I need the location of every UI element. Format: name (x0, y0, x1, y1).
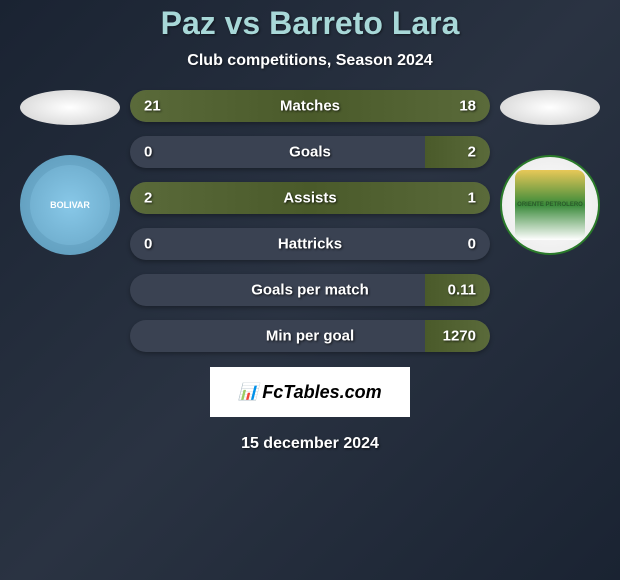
stat-label: Matches (280, 98, 340, 115)
stat-bar: 0 Hattricks 0 (130, 228, 490, 260)
stat-value-right: 2 (468, 144, 476, 161)
left-column: BOLIVAR (20, 90, 120, 255)
footer-date: 15 december 2024 (241, 435, 379, 453)
stat-label: Min per goal (266, 328, 354, 345)
stat-value-left: 21 (144, 98, 161, 115)
footer-brand-text: FcTables.com (262, 382, 381, 403)
stat-value-left: 0 (144, 144, 152, 161)
stat-value-right: 1270 (443, 328, 476, 345)
stat-bar: 2 Assists 1 (130, 182, 490, 214)
stat-bar: Min per goal 1270 (130, 320, 490, 352)
stat-label: Hattricks (278, 236, 342, 253)
stat-value-right: 1 (468, 190, 476, 207)
infographic-container: Paz vs Barreto Lara Club competitions, S… (0, 0, 620, 580)
chart-icon: 📊 (238, 382, 258, 402)
right-column: ORIENTE PETROLERO (500, 90, 600, 255)
team-badge-right: ORIENTE PETROLERO (500, 155, 600, 255)
page-title: Paz vs Barreto Lara (161, 5, 460, 42)
footer-brand-logo: 📊 FcTables.com (210, 367, 410, 417)
stat-label: Goals per match (251, 282, 369, 299)
stat-label: Goals (289, 144, 331, 161)
stat-bar: 21 Matches 18 (130, 90, 490, 122)
player-silhouette-right (500, 90, 600, 125)
stats-column: 21 Matches 18 0 Goals 2 2 Assists 1 0 Hattricks 0 Go… (130, 90, 490, 352)
stat-bar: 0 Goals 2 (130, 136, 490, 168)
team-badge-left-inner: BOLIVAR (30, 165, 110, 245)
stat-bar: Goals per match 0.11 (130, 274, 490, 306)
main-content: BOLIVAR 21 Matches 18 0 Goals 2 2 Assists 1 0 Hatt… (0, 90, 620, 352)
bar-fill-right (425, 136, 490, 168)
team-badge-left: BOLIVAR (20, 155, 120, 255)
player-silhouette-left (20, 90, 120, 125)
page-subtitle: Club competitions, Season 2024 (187, 52, 432, 70)
team-badge-right-inner: ORIENTE PETROLERO (515, 170, 585, 240)
stat-label: Assists (283, 190, 336, 207)
stat-value-left: 0 (144, 236, 152, 253)
stat-value-right: 0 (468, 236, 476, 253)
stat-value-right: 18 (459, 98, 476, 115)
stat-value-left: 2 (144, 190, 152, 207)
stat-value-right: 0.11 (448, 282, 476, 299)
